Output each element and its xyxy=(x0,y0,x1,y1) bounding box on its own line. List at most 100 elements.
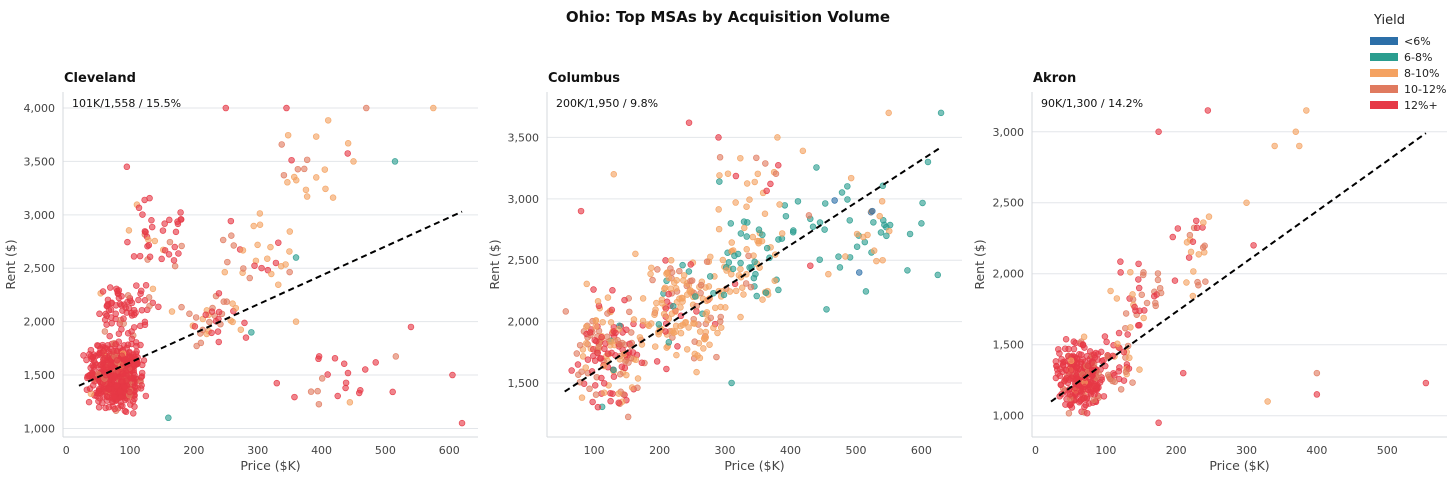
scatter-point xyxy=(1303,107,1310,114)
scatter-point xyxy=(284,131,292,139)
scatter-point xyxy=(625,359,632,366)
scatter-point xyxy=(177,209,184,216)
scatter-point xyxy=(1096,379,1104,386)
y-tick-label: 3,500 xyxy=(24,155,56,168)
scatter-point xyxy=(616,370,624,378)
scatter-point xyxy=(321,166,329,173)
scatter-point xyxy=(598,374,605,382)
scatter-point xyxy=(667,257,675,264)
scatter-point xyxy=(604,350,612,357)
scatter-point xyxy=(743,180,751,187)
scatter-point xyxy=(1422,379,1430,387)
scatter-point xyxy=(577,207,585,215)
scatter-point xyxy=(582,364,589,371)
scatter-point xyxy=(683,346,691,353)
scatter-point xyxy=(87,390,95,397)
scatter-point xyxy=(130,253,138,260)
scatter-point xyxy=(609,287,616,294)
scatter-point xyxy=(111,374,119,381)
scatter-point xyxy=(729,265,737,273)
scatter-point xyxy=(1135,276,1142,283)
scatter-point xyxy=(96,310,103,318)
scatter-point xyxy=(670,329,677,337)
scatter-point xyxy=(105,403,113,411)
scatter-point xyxy=(706,341,713,348)
scatter-point xyxy=(106,332,113,340)
scatter-point xyxy=(170,257,178,264)
scatter-point xyxy=(1078,396,1085,403)
scatter-point xyxy=(303,156,311,164)
scatter-point xyxy=(1091,354,1099,361)
scatter-point xyxy=(576,341,584,349)
scatter-point xyxy=(302,186,310,194)
scatter-point xyxy=(1154,270,1162,277)
scatter-point xyxy=(1140,269,1147,276)
scatter-point xyxy=(1070,345,1078,353)
panel-annotation: 90K/1,300 / 14.2% xyxy=(1041,97,1143,110)
scatter-point xyxy=(836,264,844,271)
scatter-point xyxy=(716,154,724,161)
scatter-point xyxy=(120,315,127,322)
scatter-point xyxy=(670,303,677,310)
scatter-point xyxy=(248,329,255,336)
scatter-point xyxy=(855,269,863,276)
y-tick-label: 1,500 xyxy=(993,339,1025,352)
scatter-point xyxy=(294,165,302,173)
scatter-point xyxy=(114,287,121,295)
scatter-point xyxy=(334,392,341,400)
scatter-point xyxy=(1063,374,1070,382)
scatter-point xyxy=(286,248,293,255)
y-tick-label: 1,500 xyxy=(24,369,56,382)
scatter-point xyxy=(575,371,582,378)
x-tick-label: 300 xyxy=(1236,444,1257,457)
scatter-point xyxy=(267,243,274,251)
x-tick-label: 0 xyxy=(63,444,70,457)
scatter-point xyxy=(86,385,94,392)
scatter-point xyxy=(166,216,173,224)
scatter-point xyxy=(754,170,762,178)
scatter-point xyxy=(731,252,738,260)
scatter-point xyxy=(286,228,294,235)
scatter-point xyxy=(1200,219,1207,226)
scatter-point xyxy=(168,308,176,315)
scatter-point xyxy=(1081,383,1088,391)
scatter-point xyxy=(1134,322,1142,329)
scatter-point xyxy=(1132,307,1139,314)
scatter-point xyxy=(626,308,633,316)
legend-label: <6% xyxy=(1404,35,1431,48)
legend-label: 6-8% xyxy=(1404,51,1432,64)
scatter-point xyxy=(131,395,138,403)
scatter-point xyxy=(594,403,602,411)
scatter-point xyxy=(110,393,118,401)
scatter-point xyxy=(229,300,236,307)
scatter-point xyxy=(610,366,617,374)
scatter-point xyxy=(1115,329,1123,337)
scatter-point xyxy=(697,289,704,297)
scatter-point xyxy=(329,194,337,201)
scatter-point xyxy=(192,314,200,321)
x-tick-label: 400 xyxy=(780,444,801,457)
scatter-point xyxy=(853,243,861,250)
scatter-point xyxy=(937,109,945,117)
panel-title: Columbus xyxy=(548,71,620,86)
scatter-point xyxy=(586,385,593,393)
scatter-point xyxy=(636,334,644,341)
scatter-point xyxy=(107,362,114,369)
scatter-point xyxy=(372,359,379,366)
scatter-point xyxy=(847,174,855,182)
scatter-point xyxy=(658,299,666,307)
scatter-point xyxy=(139,211,146,218)
scatter-point xyxy=(1157,289,1165,297)
scatter-point xyxy=(610,373,618,380)
scatter-point xyxy=(118,302,125,309)
scatter-point xyxy=(604,294,612,301)
scatter-point xyxy=(258,264,265,272)
legend: Yield <6% 6-8% 8-10% 10-12% 12%+ xyxy=(1370,13,1446,112)
scatter-point xyxy=(1155,128,1162,136)
scatter-point xyxy=(275,281,282,288)
scatter-point xyxy=(123,309,130,316)
scatter-point xyxy=(873,257,880,265)
scatter-point xyxy=(737,259,744,267)
scatter-point xyxy=(772,170,780,177)
scatter-point xyxy=(1120,377,1128,384)
